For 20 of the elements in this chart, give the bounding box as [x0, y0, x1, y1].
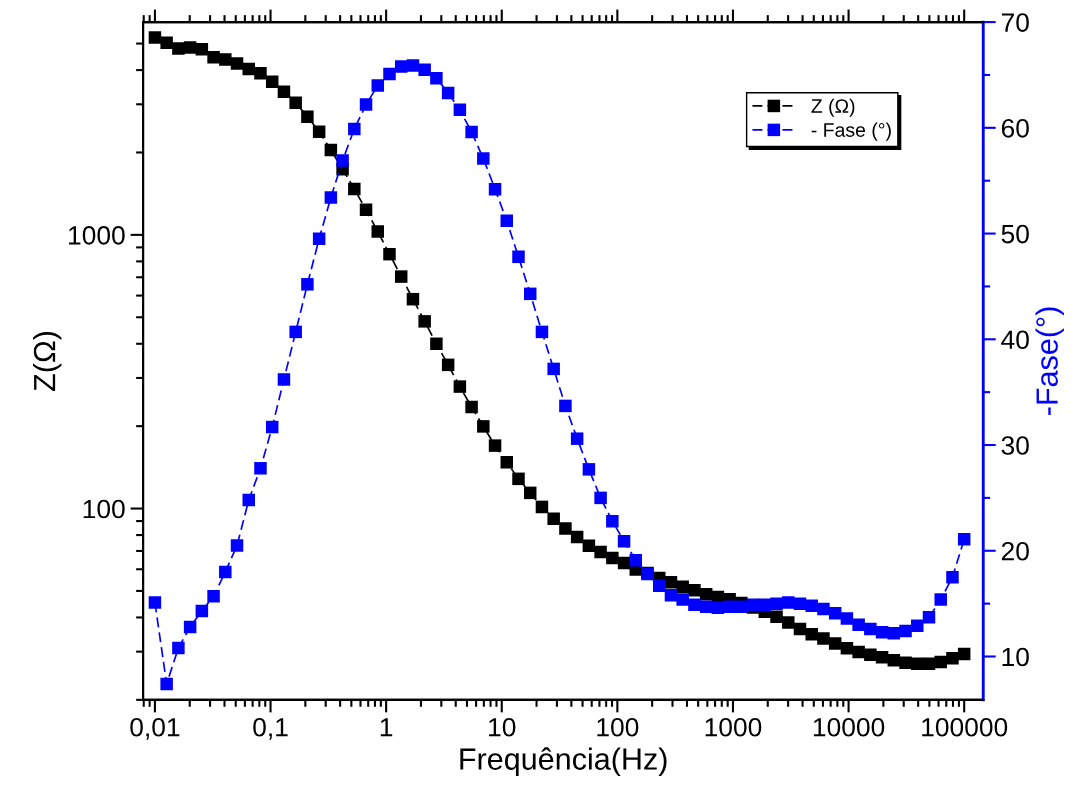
- y2-tick-label: 50: [1001, 224, 1029, 244]
- y2-tick-label: 30: [1001, 436, 1029, 455]
- y2-axis-title: -Fase(°): [1035, 307, 1064, 415]
- legend-label: Z (Ω): [811, 98, 855, 117]
- x-tick-label: 1: [380, 718, 393, 737]
- x-tick-label: 100000: [922, 717, 1008, 737]
- x-tick-label: 10000: [813, 717, 885, 737]
- y2-tick-label: 10: [1002, 647, 1029, 667]
- x-tick-label: 0,1: [253, 717, 288, 740]
- legend-label: - Fase (°): [811, 122, 891, 141]
- x-tick-label: 100: [597, 717, 639, 737]
- y2-tick-label: 40: [1001, 330, 1029, 350]
- x-tick-label: 10: [489, 717, 516, 737]
- x-tick-label: 1000: [705, 717, 762, 737]
- y2-tick-label: 70: [1001, 13, 1029, 32]
- y2-tick-label: 20: [1001, 541, 1029, 561]
- x-tick-label: 0,01: [130, 717, 180, 740]
- y2-tick-label: 60: [1001, 118, 1029, 138]
- y-axis-title: Z(Ω): [32, 331, 62, 391]
- x-axis-title: Frequência(Hz): [460, 747, 667, 776]
